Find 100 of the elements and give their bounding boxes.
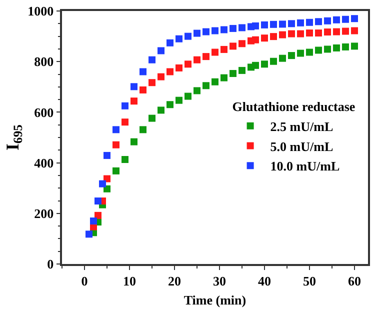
point — [184, 32, 192, 40]
point — [166, 68, 174, 76]
point — [252, 36, 259, 44]
y-tick-label: 1000 — [28, 4, 54, 19]
point — [194, 30, 200, 37]
point — [297, 50, 304, 57]
legend-label: 5.0 mU/mL — [270, 138, 334, 154]
point — [342, 28, 349, 35]
point — [148, 56, 156, 64]
point — [212, 78, 218, 86]
point — [238, 66, 246, 74]
point — [261, 60, 268, 68]
point — [220, 74, 228, 82]
point — [184, 92, 192, 100]
point — [288, 30, 295, 38]
point — [112, 126, 120, 134]
point — [306, 30, 313, 37]
point — [99, 180, 106, 188]
point — [238, 24, 246, 32]
point — [184, 60, 192, 68]
point — [166, 101, 174, 108]
point — [270, 58, 277, 65]
point — [130, 83, 138, 90]
point — [306, 48, 313, 56]
point — [279, 31, 286, 38]
point — [148, 114, 156, 122]
point — [252, 62, 259, 69]
point — [315, 46, 322, 54]
point — [288, 52, 295, 60]
legend-label: 10.0 mU/mL — [270, 158, 340, 174]
point — [261, 21, 268, 28]
point — [176, 96, 182, 104]
y-tick-label: 0 — [47, 256, 54, 272]
x-tick-label: 30 — [213, 273, 226, 288]
point — [351, 27, 358, 34]
x-tick-label: 40 — [258, 273, 271, 288]
point — [324, 17, 331, 24]
point — [176, 64, 182, 72]
point — [94, 212, 102, 219]
point — [194, 87, 200, 94]
point — [140, 86, 146, 94]
point — [140, 68, 146, 76]
point — [94, 198, 102, 204]
point — [194, 56, 200, 64]
point — [342, 16, 349, 23]
x-tick-label: 60 — [348, 273, 361, 288]
point — [252, 22, 259, 30]
legend-label: 2.5 mU/mL — [270, 118, 334, 134]
point — [130, 98, 138, 105]
point — [333, 28, 340, 36]
point — [230, 70, 236, 77]
x-tick-label: 20 — [168, 273, 181, 288]
point — [306, 18, 313, 26]
point — [212, 48, 218, 56]
point — [279, 54, 286, 62]
point — [176, 35, 182, 42]
point — [324, 28, 331, 36]
point — [212, 27, 218, 34]
point — [130, 138, 138, 146]
point — [351, 15, 358, 22]
point — [122, 118, 128, 126]
point — [279, 20, 286, 28]
point — [104, 175, 110, 182]
point — [270, 33, 277, 40]
y-tick-label: 800 — [34, 54, 54, 70]
point — [333, 44, 340, 52]
point — [315, 30, 322, 37]
point — [230, 42, 236, 50]
point — [238, 40, 246, 48]
point — [122, 156, 128, 164]
x-tick-label: 50 — [303, 273, 316, 288]
point — [288, 20, 295, 28]
point — [351, 42, 358, 50]
point — [86, 230, 92, 238]
point — [148, 79, 156, 86]
point — [158, 106, 164, 114]
x-axis-title: Time (min) — [184, 292, 246, 308]
point — [104, 152, 110, 159]
y-tick-label: 400 — [34, 155, 54, 170]
x-tick-label: 0 — [81, 273, 88, 288]
point — [297, 30, 304, 38]
point — [112, 141, 120, 148]
point — [112, 167, 120, 174]
y-tick-label: 200 — [34, 206, 54, 221]
point — [261, 34, 268, 42]
point — [158, 47, 164, 54]
point — [230, 24, 236, 32]
point — [220, 26, 228, 34]
point — [202, 28, 210, 36]
y-tick-label: 600 — [34, 104, 54, 120]
point — [333, 16, 340, 24]
point — [202, 82, 210, 90]
point — [297, 19, 304, 26]
point — [342, 43, 349, 50]
point — [315, 18, 322, 26]
point — [166, 39, 174, 46]
point — [140, 126, 146, 134]
point — [122, 102, 128, 110]
point — [158, 73, 164, 80]
legend-title: Glutathione reductase — [232, 98, 356, 114]
